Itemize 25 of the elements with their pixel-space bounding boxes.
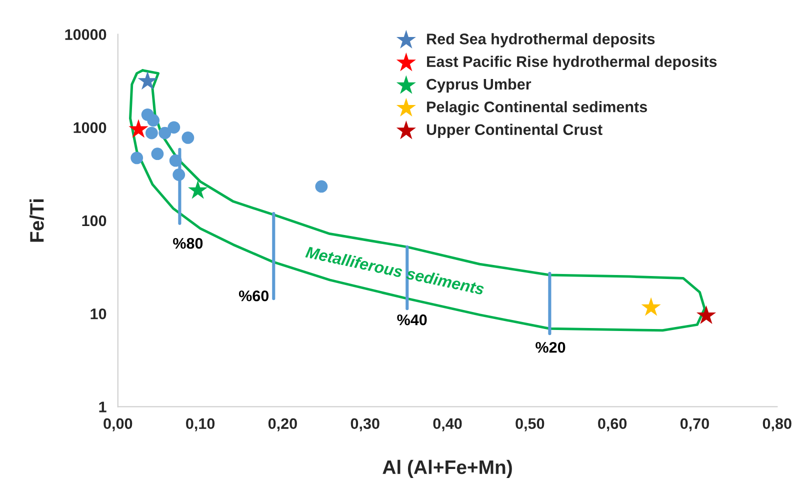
x-tick-label: 0,80 [762,418,792,432]
x-tick-label: 0,20 [268,418,297,432]
x-tick-label: 0,30 [350,418,380,432]
x-tick-label: 0,70 [680,418,709,432]
y-tick-label: 1000 [74,122,106,134]
x-tick-label: 0,00 [104,418,132,432]
y-tick-label: 10 [90,308,106,320]
annotation: %20 [536,342,566,353]
legend-label: Pelagic Continental sediments [427,101,647,116]
annotation: %60 [238,290,269,302]
legend-label: East Pacific Rise hydrothermal deposits [427,56,717,70]
y-tick-label: 10000 [65,29,106,40]
x-tick-label: 0,40 [433,418,462,432]
annotation: %40 [397,314,427,326]
y-tick-label: 1 [99,402,106,412]
legend-label: Cyprus Umber [426,78,532,93]
y-tick-label: 100 [82,215,106,226]
x-axis-title: Al (Al+Fe+Mn) [382,460,512,478]
annotation: %80 [173,238,203,249]
x-tick-label: 0,60 [598,418,627,432]
x-tick-label: 0,50 [516,418,544,432]
legend-label: Upper Continental Crust [426,124,602,138]
legend-label: Red Sea hydrothermal deposits [427,33,655,48]
y-axis-title: Fe/Ti [30,199,44,242]
x-tick-label: 0,10 [186,418,215,432]
